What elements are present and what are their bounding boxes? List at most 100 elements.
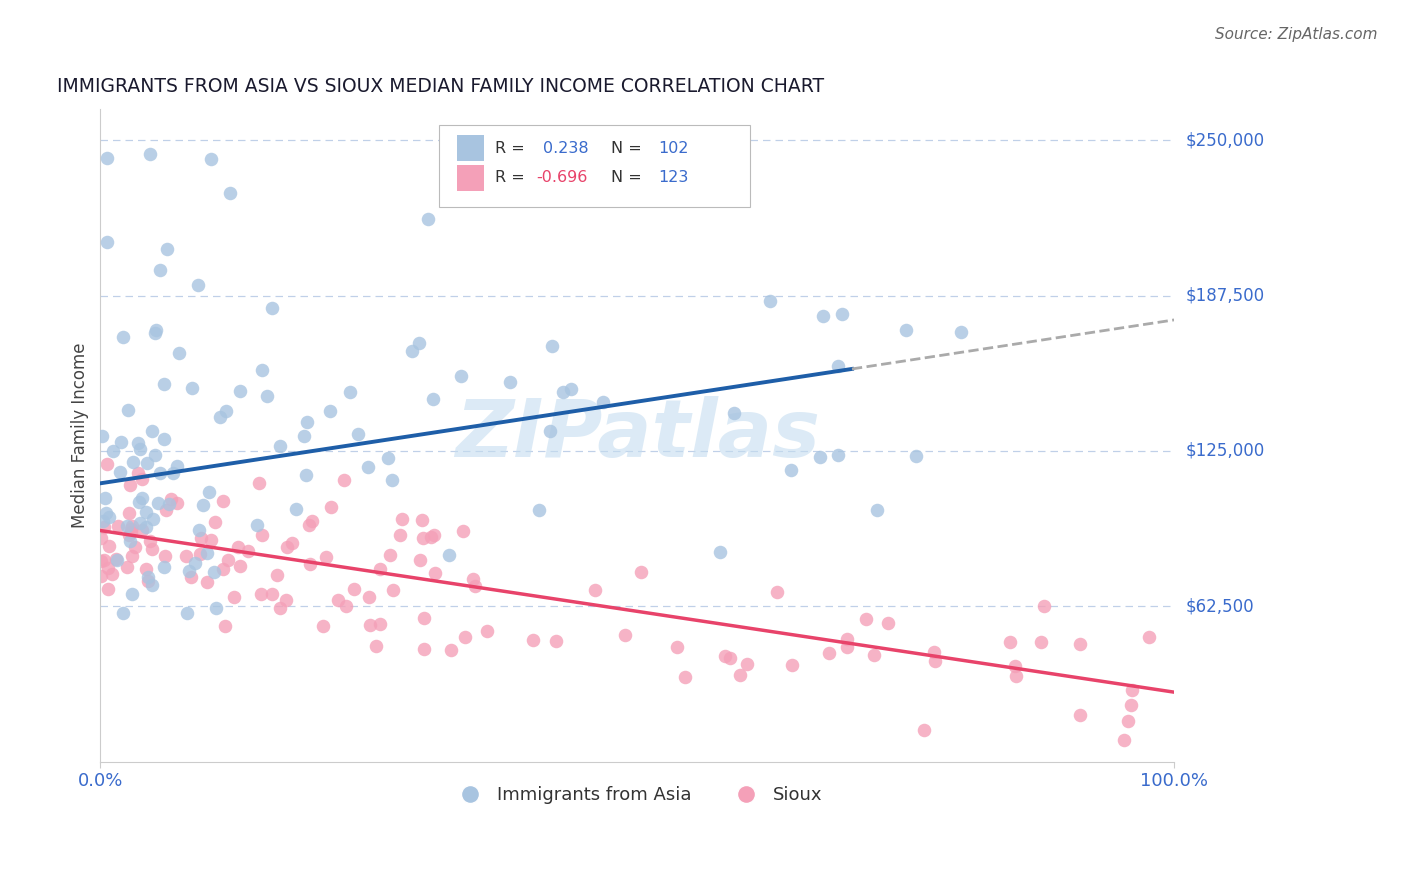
Point [131,523,153,537]
Point [949,325,972,339]
Point [252,363,274,377]
Point [475,624,498,638]
Point [149,263,172,277]
Point [202,565,225,579]
Point [108,465,131,479]
Point [709,544,731,558]
Point [401,344,423,359]
Point [315,549,337,564]
Point [718,651,741,665]
Point [499,375,522,389]
Point [190,531,212,545]
Point [546,633,568,648]
Point [260,301,283,315]
Point [614,628,637,642]
Point [118,527,141,541]
Point [423,566,446,580]
Point [143,326,166,340]
Point [380,548,402,562]
Point [831,307,853,321]
Point [285,501,308,516]
Point [135,562,157,576]
Point [335,599,357,614]
Point [855,612,877,626]
Point [364,640,387,654]
Text: 102: 102 [658,141,689,156]
Point [673,669,696,683]
Point [121,587,143,601]
Point [295,467,318,482]
Point [583,582,606,597]
Point [131,491,153,506]
Point [413,611,436,625]
Point [464,579,486,593]
Point [153,560,176,574]
Point [127,435,149,450]
Point [120,478,142,492]
Text: $187,500: $187,500 [1185,286,1264,304]
Point [301,514,323,528]
Point [131,472,153,486]
Point [195,546,218,560]
Point [1004,659,1026,673]
Point [246,518,269,533]
Text: N =: N = [612,141,647,156]
Point [356,459,378,474]
Point [90,531,112,545]
Point [866,502,889,516]
Point [204,515,226,529]
Point [835,640,858,654]
Point [93,520,115,534]
Point [94,491,117,505]
Point [326,593,349,607]
Point [93,553,115,567]
Point [422,528,444,542]
FancyBboxPatch shape [439,126,749,207]
Point [298,518,321,533]
Point [141,424,163,438]
Point [333,473,356,487]
Point [136,456,159,470]
Point [149,467,172,481]
Point [139,533,162,548]
Point [236,543,259,558]
Point [115,560,138,574]
Point [759,294,782,309]
Point [155,549,177,563]
Point [226,540,249,554]
Point [1114,732,1136,747]
Point [382,583,405,598]
Point [188,547,211,561]
Point [139,147,162,161]
Point [357,591,380,605]
Point [295,415,318,429]
Point [120,524,142,539]
Text: -0.696: -0.696 [536,170,588,186]
Point [136,574,159,589]
Point [121,518,143,533]
Text: $250,000: $250,000 [1185,131,1264,149]
Point [811,310,834,324]
Point [1116,714,1139,728]
Point [97,561,120,575]
Point [527,503,550,517]
Point [90,554,112,568]
Point [166,496,188,510]
Point [96,506,118,520]
Point [592,395,614,409]
Point [368,562,391,576]
Point [450,368,472,383]
Point [118,534,141,549]
Point [101,443,124,458]
Text: ZIPatlas: ZIPatlas [454,396,820,475]
FancyBboxPatch shape [457,136,484,161]
Legend: Immigrants from Asia, Sioux: Immigrants from Asia, Sioux [444,779,830,812]
Text: R =: R = [495,170,530,186]
Point [97,539,120,553]
Point [155,503,177,517]
Point [205,601,228,615]
Point [229,384,252,398]
Point [276,541,298,555]
Point [262,587,284,601]
Point [157,497,180,511]
